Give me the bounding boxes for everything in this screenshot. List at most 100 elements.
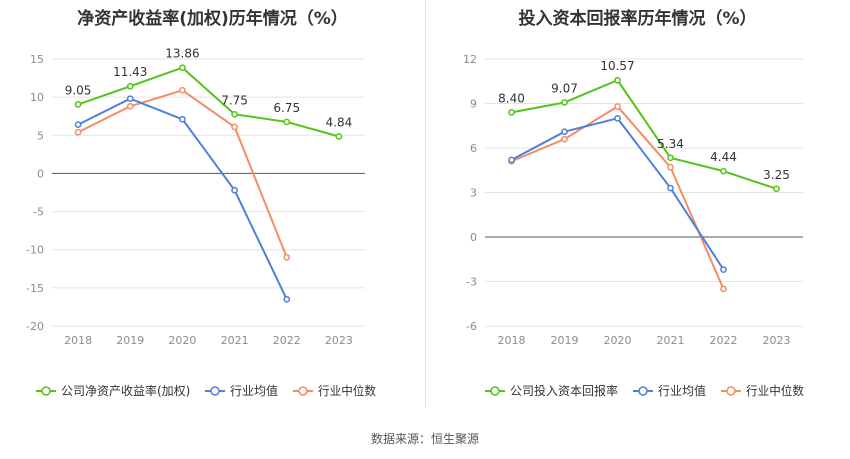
x-tick-label: 2021 xyxy=(221,334,249,347)
legend-label: 行业均值 xyxy=(230,383,278,398)
x-tick-label: 2019 xyxy=(116,334,144,347)
y-tick-label: 5 xyxy=(37,129,44,142)
legend-swatch-marker xyxy=(41,386,51,396)
data-source-note: 数据来源：恒生聚源 xyxy=(370,432,479,446)
data-label: 6.75 xyxy=(273,101,300,115)
data-point xyxy=(231,123,238,131)
legend-item[interactable]: 行业中位数 xyxy=(721,383,804,398)
x-tick-label: 2018 xyxy=(498,334,526,347)
data-label: 13.86 xyxy=(165,47,199,61)
data-point xyxy=(667,154,674,162)
y-tick-label: -3 xyxy=(466,276,477,289)
y-tick-label: -15 xyxy=(26,282,44,295)
data-point xyxy=(667,184,674,192)
y-tick-label: 15 xyxy=(30,53,44,66)
legend-label: 公司投入资本回报率 xyxy=(510,383,618,398)
data-label: 8.40 xyxy=(498,91,525,105)
legend-label: 行业中位数 xyxy=(746,383,804,398)
legend-swatch-marker xyxy=(638,386,648,396)
data-point xyxy=(179,64,186,72)
legend-label: 公司净资产收益率(加权) xyxy=(61,383,190,398)
legend-item[interactable]: 公司净资产收益率(加权) xyxy=(36,383,190,398)
x-tick-label: 2022 xyxy=(273,334,301,347)
legend-swatch-marker xyxy=(726,386,736,396)
data-point xyxy=(614,114,621,122)
data-point xyxy=(231,110,238,118)
data-point xyxy=(126,95,134,103)
data-point xyxy=(74,101,82,108)
series-line xyxy=(77,97,288,300)
legend-item[interactable]: 行业均值 xyxy=(205,383,278,398)
legend-swatch-marker xyxy=(298,386,308,396)
x-tick-label: 2023 xyxy=(325,334,353,347)
data-point xyxy=(231,186,238,194)
series-line xyxy=(511,117,725,271)
roe-chart: 15 10 5 0 -5 -10 -15 -20 2018 2019 2020 2021 2022 202… xyxy=(26,47,376,398)
y-tick-label: 9 xyxy=(470,98,477,111)
series-line xyxy=(511,79,777,190)
data-label: 11.43 xyxy=(113,65,147,79)
data-point xyxy=(179,86,186,94)
y-tick-label: -6 xyxy=(466,320,477,333)
data-point xyxy=(283,295,291,303)
y-tick-label: -20 xyxy=(26,320,44,333)
data-point xyxy=(283,118,291,126)
y-tick-label: -10 xyxy=(26,244,44,257)
data-label: 9.05 xyxy=(65,83,92,97)
data-label: 10.57 xyxy=(600,59,634,73)
data-label: 4.44 xyxy=(710,150,737,164)
data-point xyxy=(126,82,134,90)
data-point xyxy=(667,163,674,171)
series-line xyxy=(511,105,725,290)
data-point xyxy=(508,109,515,116)
x-tick-label: 2018 xyxy=(64,334,92,347)
legend-swatch-marker xyxy=(490,386,500,396)
series-line xyxy=(77,66,340,138)
legend-label: 行业均值 xyxy=(658,383,706,398)
y-tick-label: 0 xyxy=(470,231,477,244)
data-point xyxy=(614,103,621,110)
x-tick-label: 2021 xyxy=(657,334,685,347)
data-label: 4.84 xyxy=(326,116,353,130)
data-point xyxy=(508,156,515,164)
data-point xyxy=(773,185,780,193)
x-tick-label: 2023 xyxy=(763,334,791,347)
x-tick-label: 2022 xyxy=(710,334,738,347)
data-label: 5.34 xyxy=(657,137,684,151)
panel-divider xyxy=(425,0,426,408)
data-point xyxy=(74,121,82,128)
data-point xyxy=(561,135,568,143)
data-point xyxy=(283,253,291,261)
data-label: 9.07 xyxy=(551,81,578,95)
data-point xyxy=(614,76,621,84)
legend-swatch-marker xyxy=(210,386,220,396)
x-tick-label: 2020 xyxy=(168,334,196,347)
roic-chart: 12 9 6 3 0 -3 -6 2018 2019 2020 2021 2022 2023 8.40 9.… xyxy=(463,53,804,398)
data-label: 7.75 xyxy=(221,93,248,107)
legend-item[interactable]: 行业中位数 xyxy=(293,383,376,398)
data-point xyxy=(720,266,727,273)
y-tick-label: 0 xyxy=(37,167,44,180)
legend-label: 行业中位数 xyxy=(318,383,376,398)
data-label: 3.25 xyxy=(763,168,790,182)
data-point xyxy=(74,128,82,136)
x-tick-label: 2019 xyxy=(551,334,579,347)
y-tick-label: 12 xyxy=(463,53,477,66)
data-point xyxy=(335,133,343,140)
legend-item[interactable]: 行业均值 xyxy=(633,383,706,398)
x-tick-label: 2020 xyxy=(604,334,632,347)
chart-title-roe: 净资产收益率(加权)历年情况（%） xyxy=(77,9,348,29)
data-point xyxy=(561,99,568,106)
y-tick-label: -5 xyxy=(33,206,44,219)
legend-item[interactable]: 公司投入资本回报率 xyxy=(485,383,618,398)
y-tick-label: 3 xyxy=(470,187,477,200)
data-point xyxy=(126,102,134,110)
data-point xyxy=(179,115,186,123)
chart-title-roic: 投入资本回报率历年情况（%） xyxy=(518,9,757,29)
data-point xyxy=(720,167,727,175)
y-tick-label: 6 xyxy=(470,142,477,155)
data-point xyxy=(561,128,568,136)
y-tick-label: 10 xyxy=(30,91,44,104)
data-point xyxy=(720,285,727,293)
